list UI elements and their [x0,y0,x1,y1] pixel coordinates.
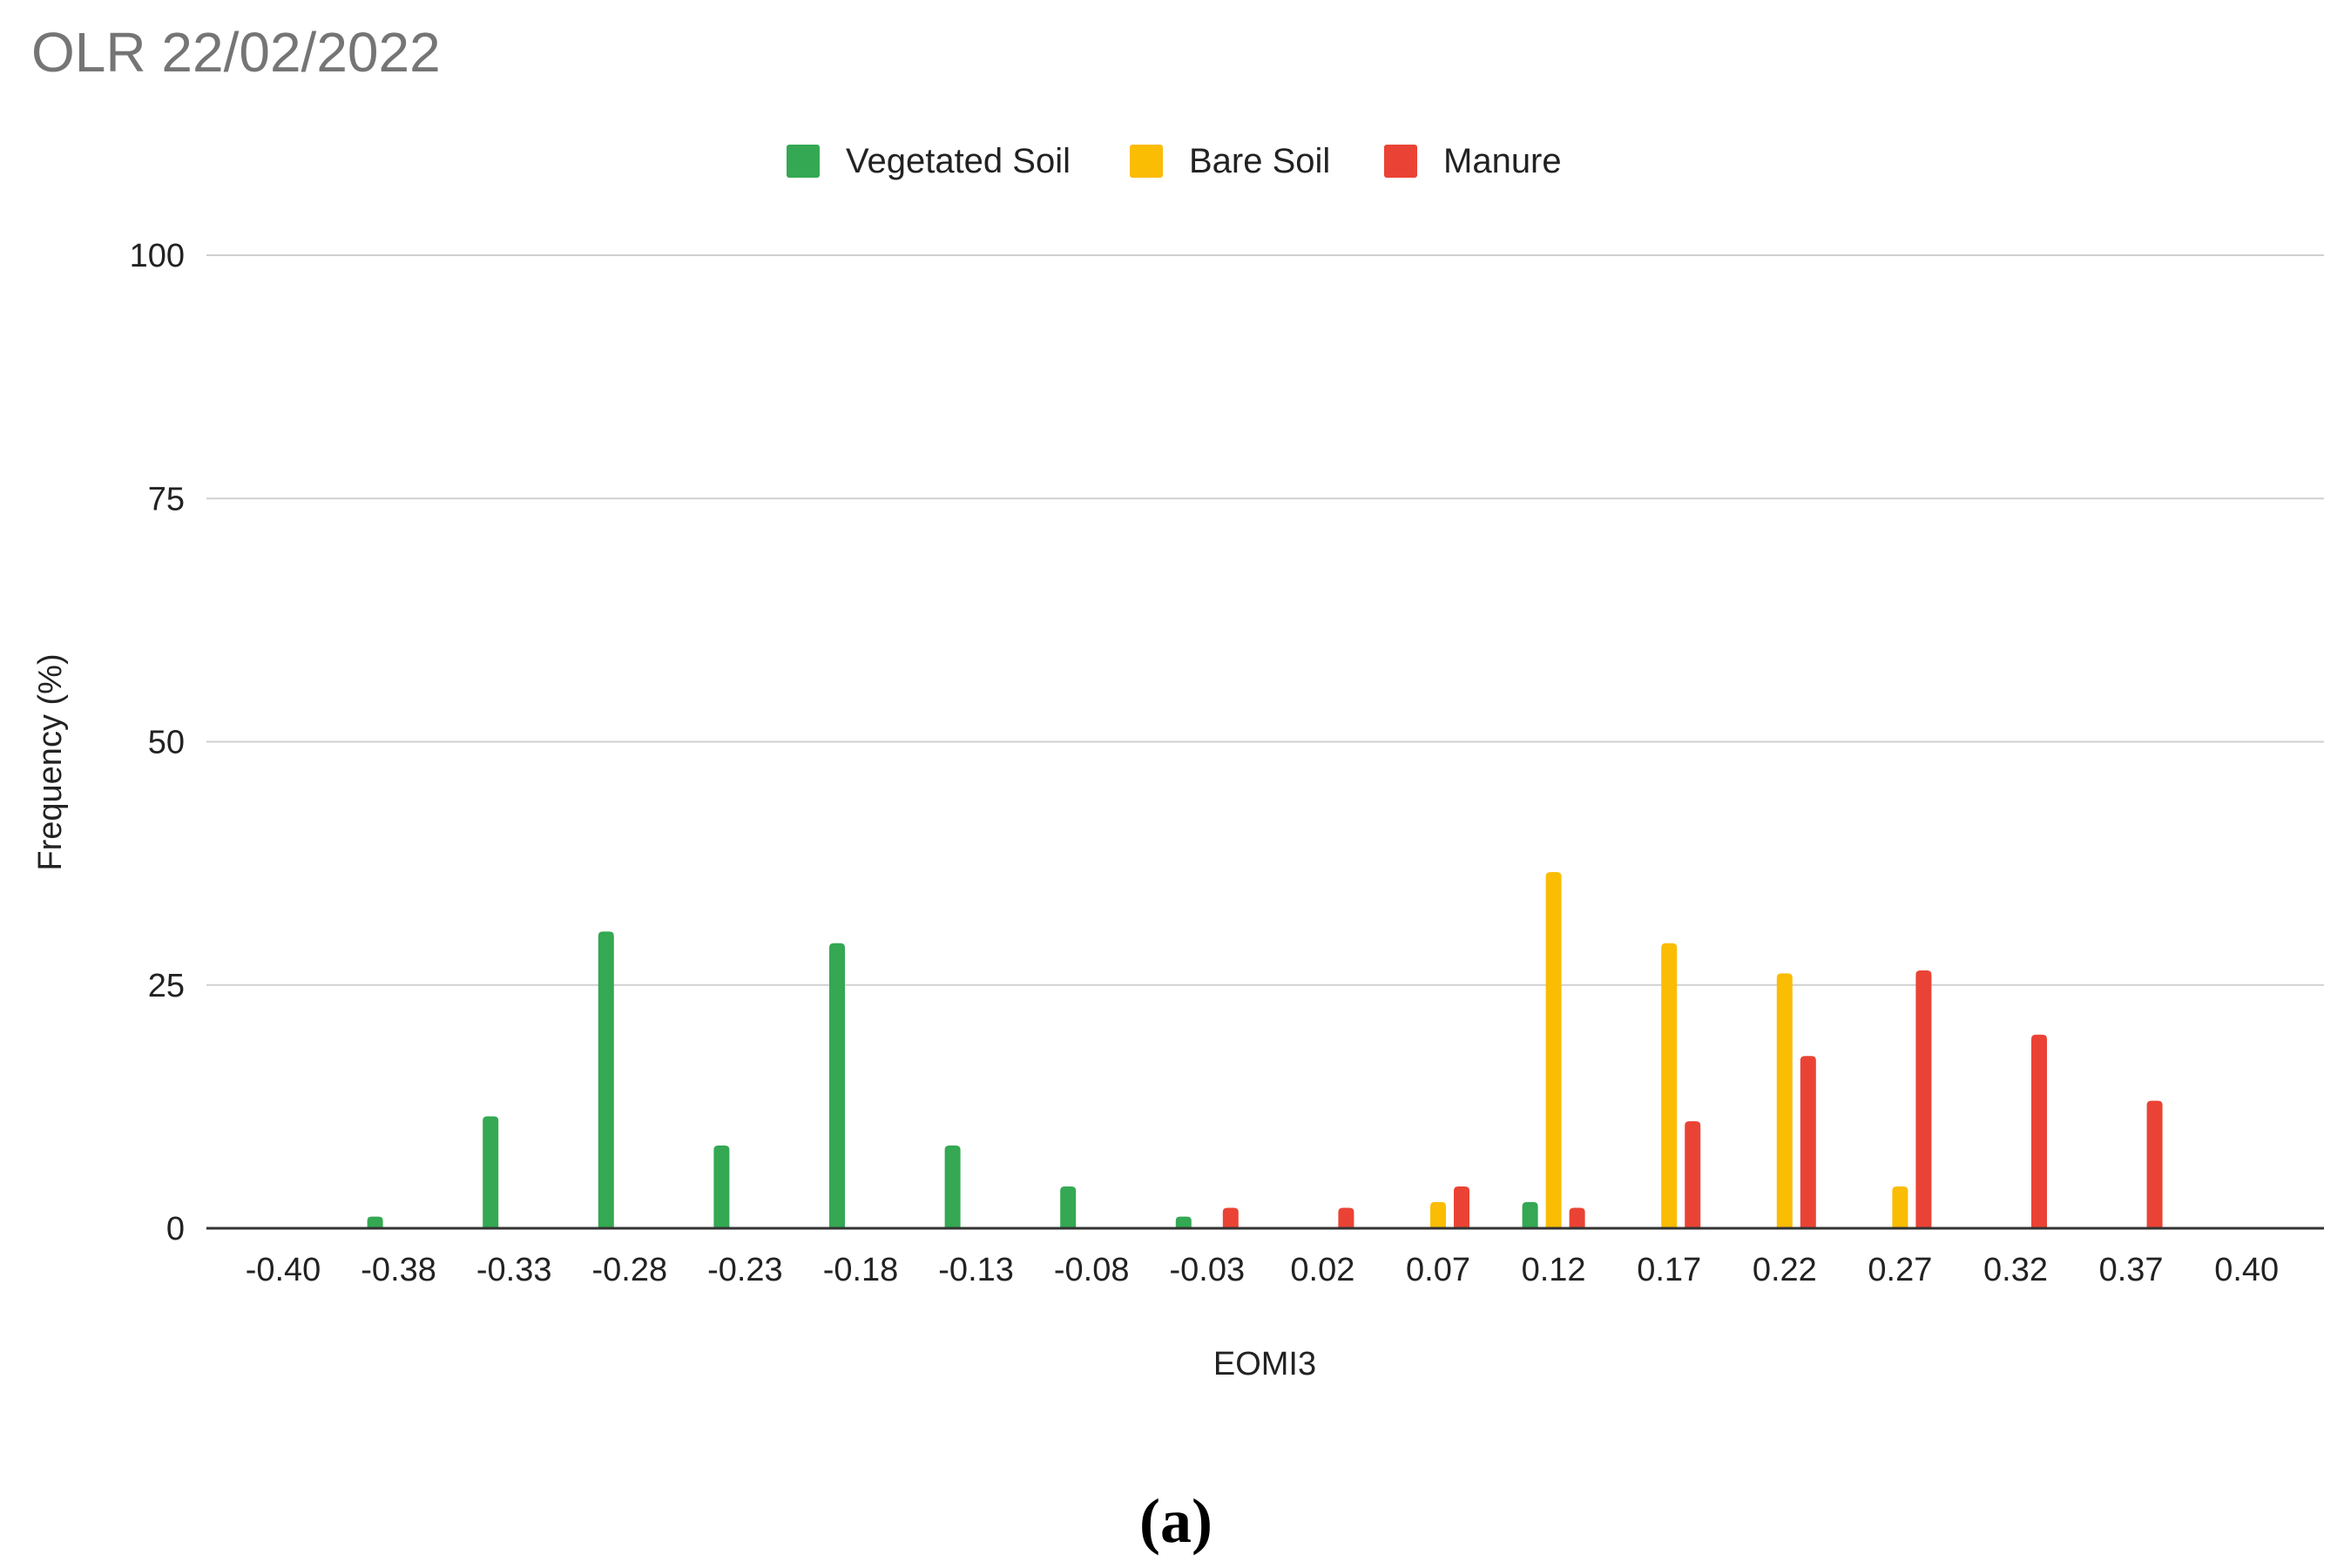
bars [367,872,2163,1228]
x-tick-label: 0.32 [1983,1252,2048,1288]
bar-bare-soil [1776,973,1793,1228]
chart-title: OLR 22/02/2022 [31,21,441,84]
bar-vegetated-soil [829,943,845,1228]
figure-caption: (a) [1139,1486,1213,1556]
gridlines [206,254,2324,986]
y-axis-ticks: 0 25 50 75 100 [130,238,185,1247]
bar-vegetated-soil [598,931,614,1228]
bar-manure [1800,1056,1816,1228]
x-tick-label: 0.02 [1290,1252,1354,1288]
bar-bare-soil [1430,1201,1446,1228]
x-tick-label: -0.28 [591,1252,667,1288]
bar-manure [1338,1207,1354,1228]
bar-manure [2146,1100,2163,1228]
legend-item-vegetated-soil: Vegetated Soil [787,142,1071,180]
y-tick-label: 100 [130,238,185,274]
bar-vegetated-soil [1522,1201,1538,1228]
x-axis-label: EOMI3 [1213,1346,1316,1382]
bar-vegetated-soil [1060,1186,1077,1228]
bar-bare-soil [1892,1186,1908,1228]
y-tick-label: 0 [166,1211,185,1247]
x-tick-label: 0.07 [1406,1252,1470,1288]
legend-swatch [787,145,820,178]
bar-vegetated-soil [1175,1216,1192,1228]
bar-vegetated-soil [944,1146,961,1228]
x-tick-label: 0.22 [1753,1252,1817,1288]
bar-manure [2031,1034,2047,1228]
legend: Vegetated Soil Bare Soil Manure [787,142,1562,180]
legend-label: Manure [1443,142,1562,180]
bar-manure [1685,1121,1701,1228]
x-tick-label: -0.08 [1054,1252,1130,1288]
x-tick-label: -0.33 [476,1252,552,1288]
bar-manure [1454,1186,1469,1228]
y-tick-label: 75 [148,481,185,517]
y-axis-label: Frequency (%) [32,653,69,870]
legend-label: Bare Soil [1189,142,1330,180]
x-tick-label: 0.17 [1637,1252,1701,1288]
legend-item-bare-soil: Bare Soil [1130,142,1330,180]
bar-bare-soil [1661,943,1678,1228]
bar-bare-soil [1545,872,1562,1228]
bar-manure [1222,1207,1239,1228]
bar-vegetated-soil [367,1216,383,1228]
legend-swatch [1384,145,1417,178]
x-tick-label: 0.40 [2214,1252,2279,1288]
x-tick-label: 0.12 [1522,1252,1586,1288]
x-tick-label: -0.13 [938,1252,1014,1288]
x-tick-label: -0.40 [246,1252,321,1288]
bar-vegetated-soil [483,1116,499,1228]
legend-item-manure: Manure [1384,142,1562,180]
x-tick-label: 0.37 [2099,1252,2164,1288]
x-tick-label: -0.23 [707,1252,783,1288]
y-tick-label: 25 [148,968,185,1004]
legend-label: Vegetated Soil [846,142,1071,180]
x-tick-label: -0.03 [1169,1252,1245,1288]
x-tick-label: 0.27 [1868,1252,1932,1288]
x-axis-ticks: -0.40 -0.38 -0.33 -0.28 -0.23 -0.18 -0.13 -0.08… [246,1252,2279,1288]
x-tick-label: -0.38 [361,1252,436,1288]
bar-manure [1569,1207,1585,1228]
bar-vegetated-soil [713,1146,730,1228]
y-tick-label: 50 [148,725,185,761]
bar-manure [1915,970,1932,1228]
legend-swatch [1130,145,1163,178]
x-tick-label: -0.18 [823,1252,899,1288]
